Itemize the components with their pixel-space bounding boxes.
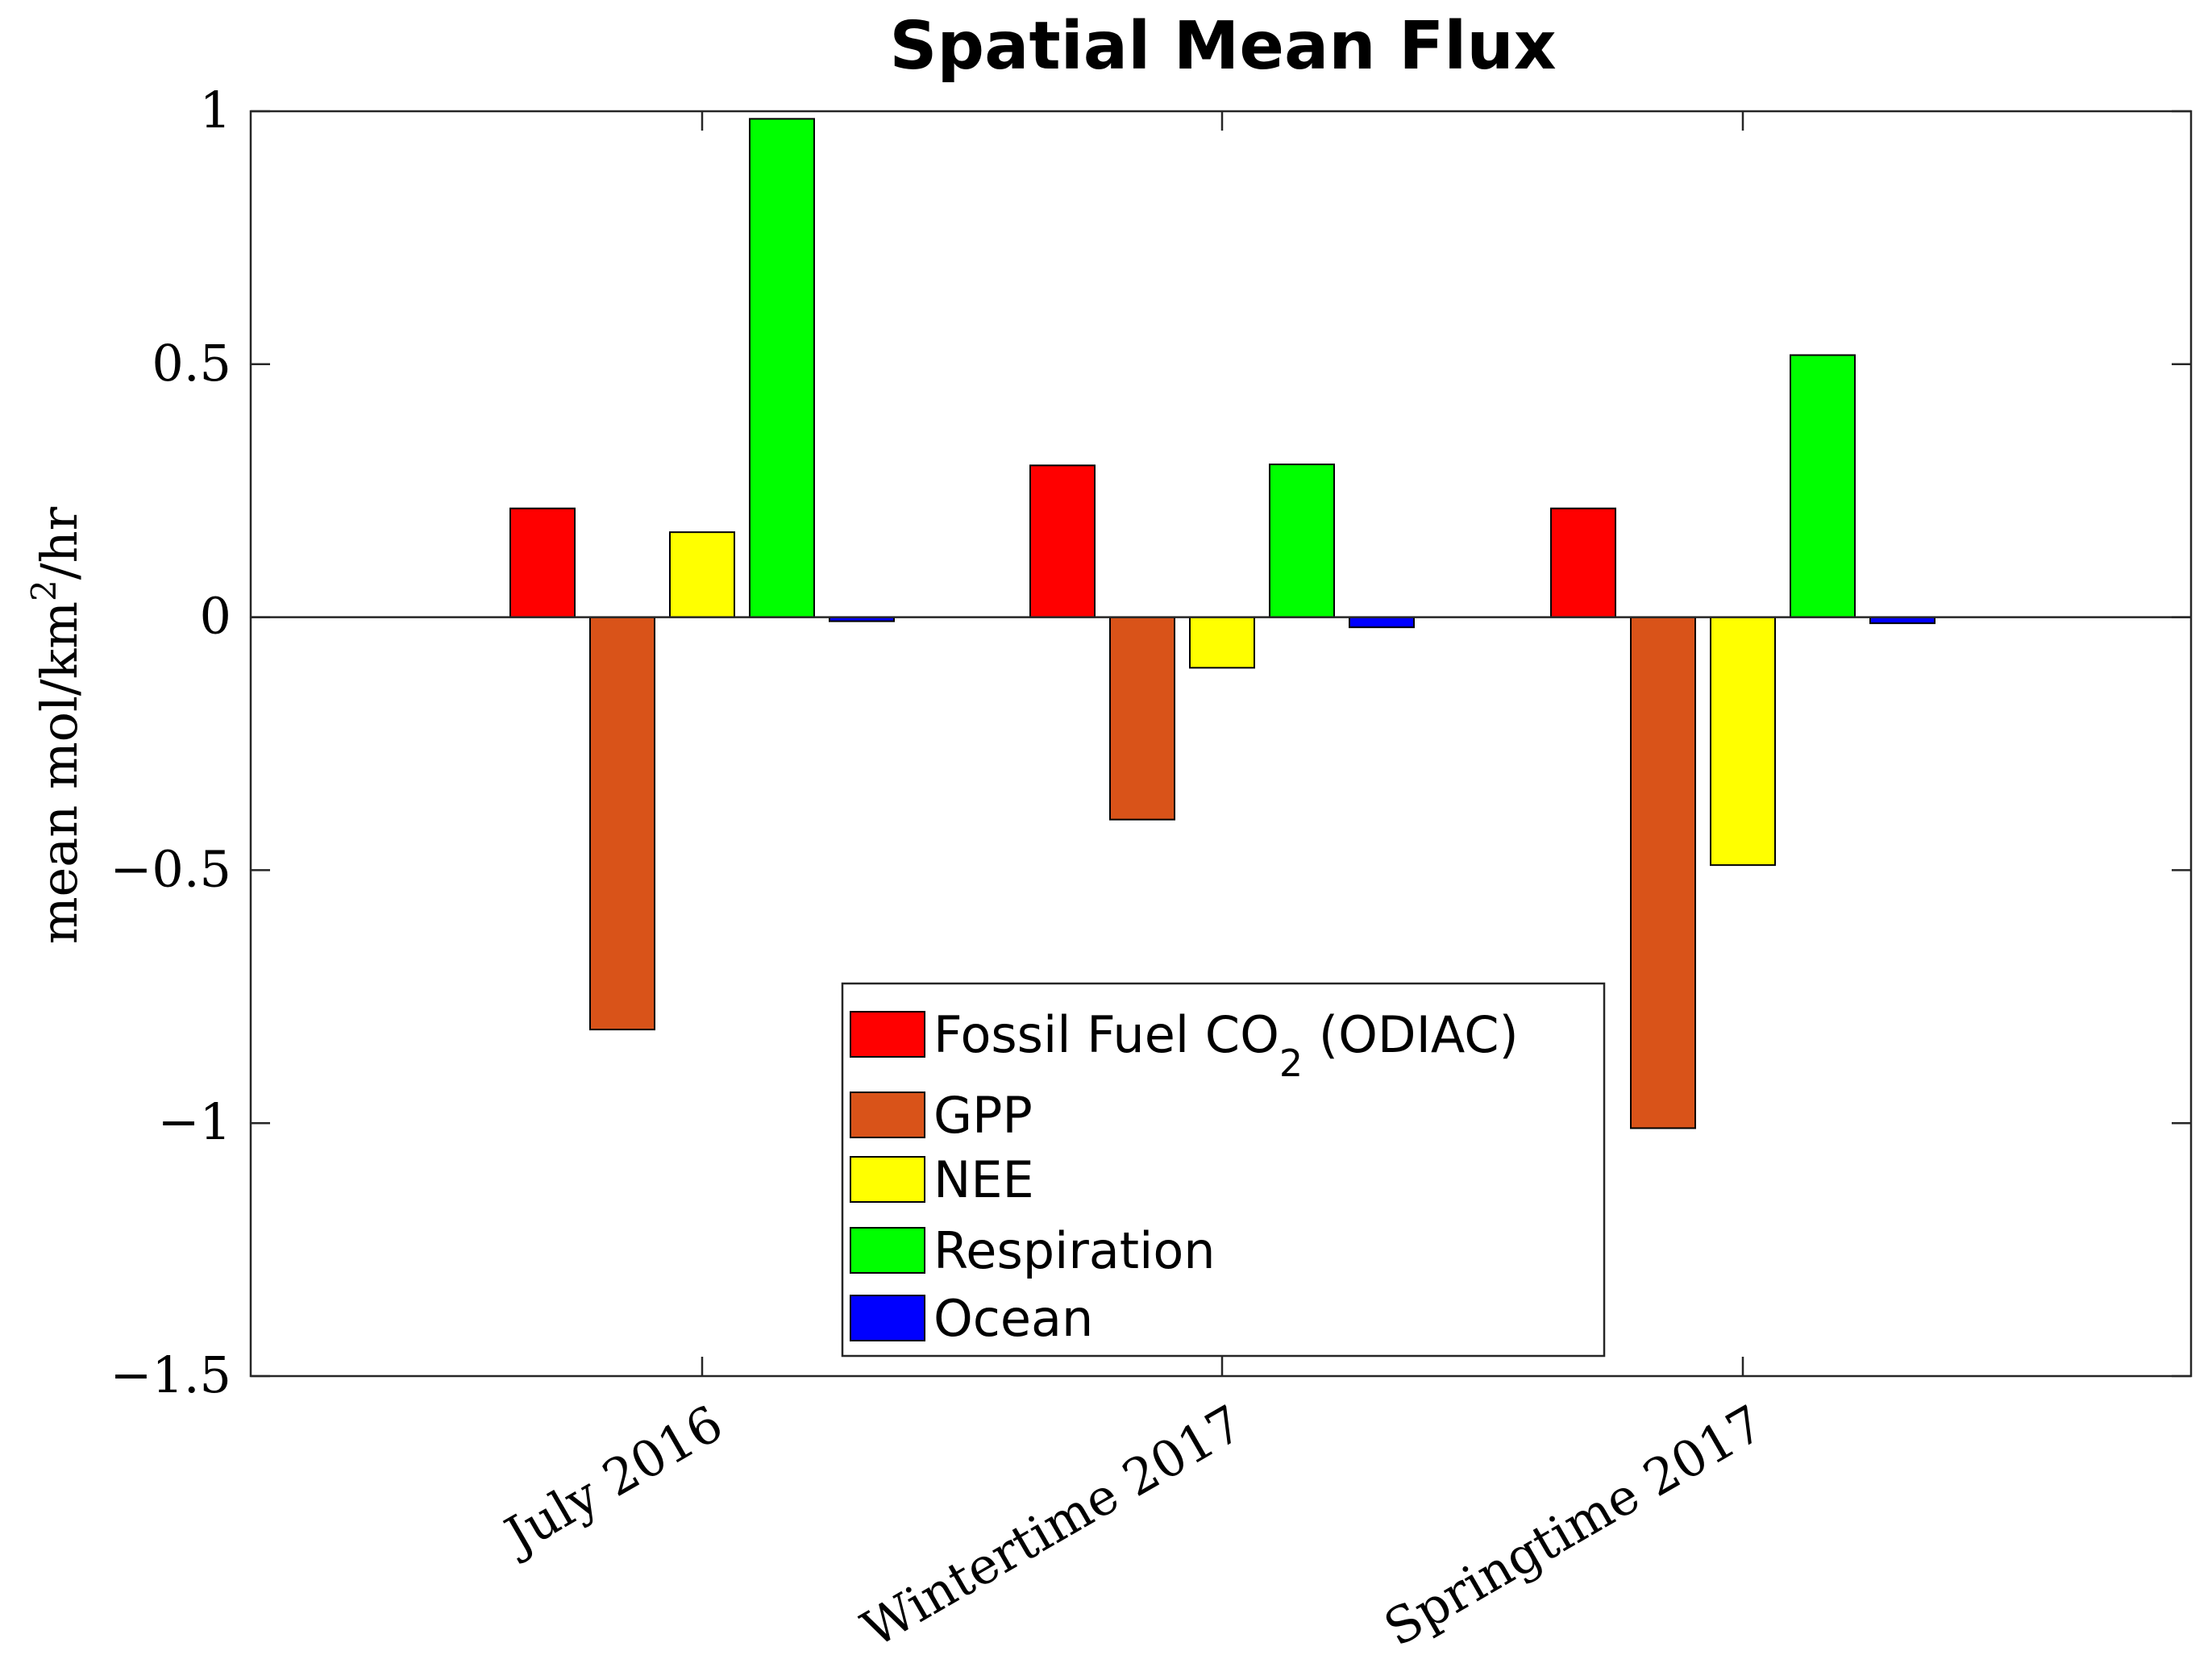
y-tick-label: −1 [158, 1092, 231, 1151]
legend-swatch [850, 1092, 925, 1138]
bar-nee-2 [1710, 616, 1776, 867]
bar-nee-1 [1189, 616, 1255, 669]
y-axis-label-prefix: mean mol/km [30, 601, 89, 944]
bar-gpp-2 [1630, 616, 1696, 1129]
legend-swatch [850, 1011, 925, 1058]
legend-swatch [850, 1295, 925, 1341]
y-axis-label: mean mol/km2/hr [24, 506, 89, 944]
bars [509, 118, 1936, 1129]
bar-respiration-0 [749, 118, 815, 618]
y-tick-label: 0.5 [152, 334, 231, 393]
legend-box [841, 982, 1606, 1358]
y-tick-label: −0.5 [110, 839, 231, 898]
x-tick-label: Springtime 2017 [1374, 1394, 1773, 1658]
legend-label: Ocean [933, 1289, 1093, 1348]
bar-respiration-2 [1790, 354, 1856, 618]
bar-fossil-fuel-co2-odiac-2 [1550, 507, 1616, 618]
x-axis-ticks: July 2016 Wintertime 2017 Springtime 2017 [491, 111, 1773, 1659]
bar-nee-0 [669, 531, 735, 618]
bar-gpp-0 [589, 616, 655, 1031]
y-tick-label: 0 [200, 587, 231, 646]
legend-swatch [850, 1156, 925, 1203]
legend-label: Respiration [933, 1221, 1216, 1280]
x-tick-label: July 2016 [491, 1394, 732, 1567]
x-tick-label: Wintertime 2017 [852, 1394, 1253, 1659]
y-axis-label-superscript: 2 [24, 580, 64, 601]
y-tick-label: 1 [200, 81, 231, 139]
legend-label: GPP [933, 1086, 1033, 1145]
bar-respiration-1 [1269, 464, 1335, 618]
y-axis-ticks: 1 0.5 0 −0.5 −1 −1.5 [110, 81, 2191, 1404]
legend-label: NEE [933, 1150, 1034, 1209]
legend-label: Fossil Fuel CO2 (ODIAC) [933, 1005, 1519, 1085]
y-axis-label-suffix: /hr [30, 506, 89, 580]
bar-gpp-1 [1109, 616, 1175, 821]
bar-ocean-1 [1349, 616, 1415, 629]
chart-title: Spatial Mean Flux [889, 8, 1556, 85]
legend-swatch [850, 1227, 925, 1274]
bar-fossil-fuel-co2-odiac-1 [1029, 464, 1096, 618]
plot-area-frame [249, 110, 2193, 1378]
bar-fossil-fuel-co2-odiac-0 [509, 507, 576, 618]
y-tick-label: −1.5 [110, 1345, 231, 1404]
